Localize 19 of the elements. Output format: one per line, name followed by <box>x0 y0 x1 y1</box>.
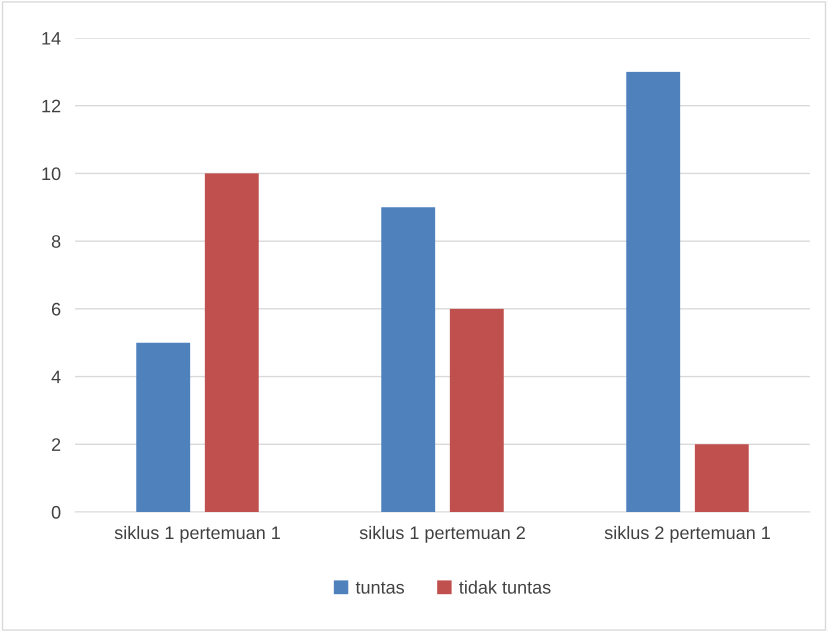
bar <box>381 207 436 512</box>
legend-label: tidak tuntas <box>459 580 551 594</box>
legend-label: tuntas <box>356 582 404 594</box>
bar <box>450 308 504 512</box>
bar <box>694 444 749 512</box>
y-tick-label: 10 <box>42 167 60 180</box>
x-tick-label: siklus 1 pertemuan 1 <box>114 526 280 543</box>
x-tick-label: siklus 1 pertemuan 2 <box>360 526 525 543</box>
y-tick-label: 8 <box>52 235 60 248</box>
y-tick-label: 0 <box>52 506 60 519</box>
bar <box>626 72 680 512</box>
x-tick-label: siklus 2 pertemuan 1 <box>604 526 770 543</box>
y-tick-label: 2 <box>52 438 60 451</box>
y-tick-label: 6 <box>52 302 60 316</box>
bar <box>204 173 259 512</box>
y-tick-label: 12 <box>42 100 60 112</box>
y-tick-label: 14 <box>42 32 61 45</box>
y-tick-label: 4 <box>51 370 61 384</box>
bar <box>136 342 190 512</box>
